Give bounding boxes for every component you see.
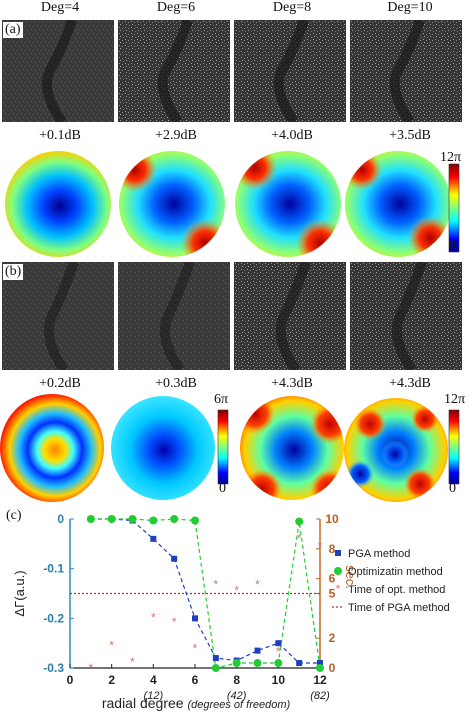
y-left-axis-label: ΔΓ(a.u.)	[12, 570, 27, 616]
opt-point	[274, 659, 283, 668]
colorbar-b-large-max: 12π	[444, 392, 466, 407]
legend-pga-swatch	[335, 550, 341, 556]
opt-time-point: *	[109, 639, 114, 653]
pga-point	[317, 660, 323, 667]
phase-maps-a	[5, 151, 460, 257]
opt-point	[128, 515, 137, 523]
gain-label-b3: +4.3dB	[271, 376, 313, 391]
y-right-tick-label: 5	[329, 587, 336, 601]
panel-c-letter: (c)	[4, 508, 24, 524]
opt-series-line	[90, 518, 321, 669]
opt-time-point: *	[276, 645, 281, 659]
pga-point	[150, 535, 157, 542]
pga-point	[192, 615, 198, 622]
x-tick-label: 10	[272, 673, 286, 687]
opt-time-point: *	[318, 539, 323, 553]
gain-label-a1: +0.1dB	[39, 128, 81, 143]
legend-opt-time-swatch: *	[336, 582, 341, 596]
colorbar-b-small-min: 0	[219, 481, 226, 496]
pga-point	[275, 640, 282, 647]
panel-b-letter: (b)	[3, 264, 24, 280]
dof-annotation: (12)	[144, 690, 164, 702]
y-right-tick-label: 6	[329, 572, 336, 586]
opt-point	[253, 659, 262, 668]
opt-point	[232, 659, 241, 668]
gain-label-a4: +3.5dB	[389, 128, 431, 143]
pga-point	[171, 555, 178, 562]
opt-time-point: *	[130, 655, 135, 669]
opt-time-point: *	[151, 610, 156, 624]
opt-point	[107, 515, 116, 523]
panel-a-letter: (a)	[3, 22, 23, 38]
y-left-tick-label: 0	[57, 512, 64, 526]
opt-time-point: *	[172, 615, 177, 629]
opt-time-point: *	[193, 642, 198, 656]
x-tick-label: 6	[192, 673, 199, 687]
gain-label-b2: +0.3dB	[155, 376, 197, 391]
retina-image-b4	[350, 262, 462, 370]
opt-point	[191, 516, 199, 525]
x-tick-label: 4	[150, 673, 157, 687]
pga-point	[212, 655, 219, 662]
colorbar-a-min: 0	[449, 238, 456, 253]
x-tick-label: 0	[67, 673, 74, 687]
degree-label-8: Deg=8	[272, 0, 312, 15]
phase-maps-b	[0, 394, 460, 502]
opt-time-point: *	[88, 661, 93, 675]
colorbar-b-small-max: 6π	[214, 392, 229, 407]
degree-label-6: Deg=6	[156, 0, 196, 15]
legend-pga-time-label: Time of PGA method	[348, 602, 450, 614]
gain-label-a2: +2.9dB	[155, 128, 197, 143]
y-left-tick-label: -0.1	[43, 562, 64, 576]
degree-label-10: Deg=10	[387, 0, 433, 15]
y-right-axis-label: sec.	[343, 565, 358, 589]
retina-image-b1	[2, 262, 114, 370]
gain-label-a3: +4.0dB	[271, 128, 313, 143]
y-left-tick-label: -0.3	[43, 661, 64, 675]
y-right-tick-label: 2	[329, 631, 336, 645]
retina-image-a4	[350, 20, 462, 122]
y-right-tick-label: 0	[329, 661, 336, 675]
x-tick-label: 12	[313, 673, 327, 687]
y-right-tick-label: 10	[325, 512, 339, 526]
legend-opt-label: Optimizatin method	[348, 566, 443, 578]
opt-time-point: *	[234, 584, 239, 598]
retina-image-b2	[118, 262, 230, 370]
opt-time-point: *	[255, 578, 260, 592]
legend-opt-time-label: Time of opt. method	[348, 584, 445, 596]
opt-point	[211, 664, 220, 672]
colorbar-a-max: 12π	[440, 150, 462, 165]
pga-point	[254, 647, 261, 654]
x-axis-label-note: (degrees of freedom)	[187, 699, 290, 711]
legend-pga-label: PGA method	[348, 548, 410, 560]
y-left-tick-label: -0.2	[43, 611, 64, 625]
x-tick-label: 2	[108, 673, 115, 687]
pga-point	[296, 660, 303, 667]
dof-annotation: (42)	[227, 690, 247, 702]
x-tick-label: 8	[233, 673, 240, 687]
retina-image-a2	[118, 20, 230, 122]
opt-point	[295, 517, 304, 526]
opt-point	[86, 515, 95, 523]
gain-label-b4: +4.3dB	[389, 376, 431, 391]
y-right-tick-label: 8	[329, 542, 336, 556]
opt-time-point: *	[213, 578, 218, 592]
x-axis-label: radial degree (degrees of freedom)	[102, 695, 291, 711]
retina-image-b3	[234, 262, 346, 370]
retina-image-a3	[234, 20, 346, 122]
colorbar-b-large-min: 0	[449, 481, 456, 496]
degree-label-4: Deg=4	[40, 0, 80, 15]
legend-opt-swatch	[334, 567, 342, 575]
opt-point	[170, 515, 179, 523]
dof-annotation: (82)	[310, 690, 330, 702]
opt-point	[149, 516, 158, 525]
opt-time-point: *	[297, 531, 302, 545]
opt-point	[316, 664, 324, 672]
gain-label-b1: +0.2dB	[39, 376, 81, 391]
